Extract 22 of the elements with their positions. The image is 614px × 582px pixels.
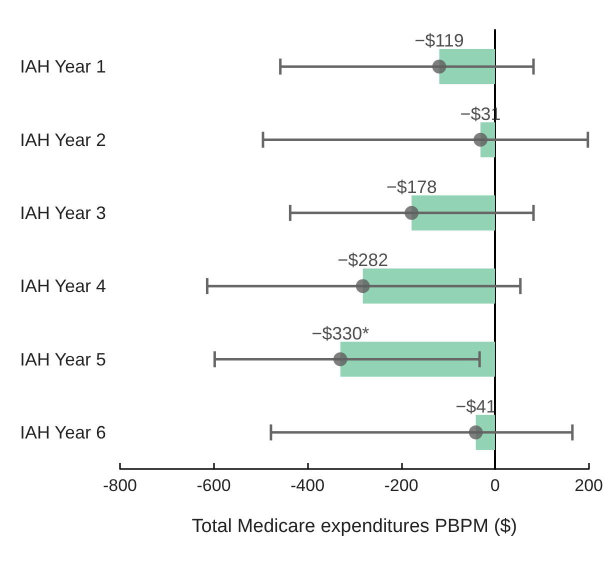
y-tick-label: IAH Year 5: [20, 349, 106, 370]
x-tick-label: -600: [196, 476, 231, 495]
data-label: −$282: [338, 250, 388, 270]
y-tick-label: IAH Year 4: [20, 276, 106, 296]
y-tick-label: IAH Year 6: [20, 422, 106, 442]
x-tick-label: 200: [574, 476, 604, 495]
y-tick-label: IAH Year 1: [20, 56, 106, 77]
point: [333, 352, 348, 366]
x-axis-title: Total Medicare expenditures PBPM ($): [192, 516, 518, 537]
point: [404, 206, 419, 220]
x-tick-label: -400: [290, 476, 325, 495]
x-tick-label: 0: [490, 476, 500, 495]
data-label: −$330*: [312, 323, 370, 344]
data-label: −$178: [386, 176, 437, 197]
x-tick-label: -800: [102, 476, 138, 495]
point: [468, 425, 483, 440]
point: [432, 60, 446, 74]
point: [356, 279, 370, 294]
y-tick-label: IAH Year 3: [20, 202, 106, 223]
y-tick-label: IAH Year 2: [20, 130, 106, 150]
x-tick-label: -200: [384, 476, 418, 495]
data-label: −$119: [414, 30, 464, 51]
